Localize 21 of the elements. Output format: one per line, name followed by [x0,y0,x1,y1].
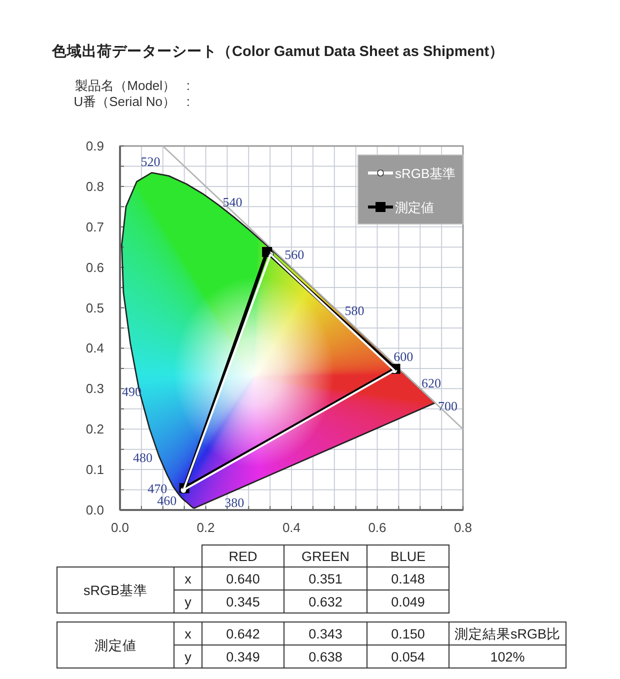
x-tick-label: 0.4 [282,520,301,535]
chart-title: 色域出荷データーシート（Color Gamut Data Sheet as Shipment） [51,43,504,60]
y-tick-label: 0.4 [86,340,104,356]
y-tick-label: 0.6 [86,260,104,275]
y-tick-label: 0.8 [86,178,104,194]
table: RED GREEN BLUE sRGB基準 x 0.640 0.351 0.148 y 0.345 0.632 0.049 測定値 x 0.642 0.343 0.150 測定結果sRGB比 y 0.349 0.638 0.054 102% [56,544,566,668]
x-tick-label: 0.0 [110,520,130,535]
y-tick-label: 0.5 [86,300,104,316]
y-tick-label: 0.9 [86,138,104,154]
y-tick-label: 0.0 [86,502,104,518]
text: 製品名（Model） : [75,78,190,93]
text: U番（Serial No） : [74,94,190,109]
annotation: 700 [438,398,458,414]
y-tick-label: 0.3 [86,381,104,396]
y-tick-label: 0.2 [86,422,104,437]
x-tick-label: 0.2 [196,520,215,535]
x-tick-label: 0.6 [368,520,386,535]
annotation: 520 [140,154,160,169]
x-tick-label: 0.8 [454,520,472,535]
y-tick-label: 0.7 [86,219,104,234]
y-tick-label: 0.1 [86,462,104,478]
